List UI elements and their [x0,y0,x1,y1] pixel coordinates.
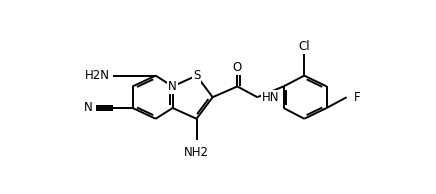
Text: Cl: Cl [299,40,310,53]
Text: NH2: NH2 [184,146,209,159]
Text: HN: HN [262,91,279,104]
Text: N: N [168,80,177,93]
Text: S: S [193,69,200,82]
Text: H2N: H2N [85,69,109,82]
Text: F: F [354,91,361,104]
Text: N: N [84,101,92,114]
Text: O: O [233,61,242,74]
